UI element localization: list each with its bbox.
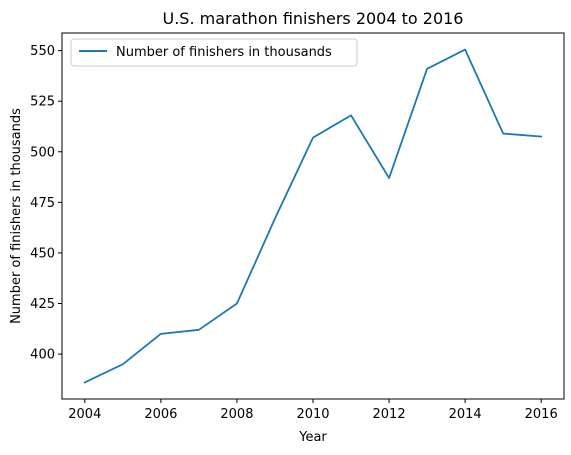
x-tick-label: 2012 bbox=[373, 407, 406, 422]
legend: Number of finishers in thousands bbox=[70, 38, 358, 67]
chart-title: U.S. marathon finishers 2004 to 2016 bbox=[163, 9, 464, 28]
series-layer bbox=[83, 48, 543, 384]
x-tick-label: 2010 bbox=[296, 407, 329, 422]
x-tick-label: 2016 bbox=[525, 407, 558, 422]
y-tick-label: 550 bbox=[30, 44, 55, 59]
x-tick-label: 2014 bbox=[449, 407, 482, 422]
x-tick-label: 2006 bbox=[144, 407, 177, 422]
y-tick-label: 475 bbox=[30, 196, 55, 211]
series-line-0 bbox=[83, 48, 543, 384]
y-tick-label: 400 bbox=[30, 348, 55, 363]
x-axis: 2004 2006 2008 2010 2012 2014 2016 bbox=[68, 399, 558, 422]
legend-entry-label: Number of finishers in thousands bbox=[116, 45, 332, 60]
plot-frame bbox=[61, 32, 565, 400]
y-tick-label: 500 bbox=[30, 145, 55, 160]
legend-box bbox=[70, 38, 358, 67]
y-tick-label: 525 bbox=[30, 95, 55, 110]
y-tick-label: 425 bbox=[30, 297, 55, 312]
y-axis-label: Number of finishers in thousands bbox=[9, 108, 24, 324]
x-tick-label: 2004 bbox=[68, 407, 101, 422]
y-axis: 400 425 450 475 500 525 550 bbox=[30, 44, 62, 363]
x-tick-label: 2008 bbox=[220, 407, 253, 422]
plot-area bbox=[61, 32, 565, 400]
x-axis-label: Year bbox=[298, 430, 327, 445]
y-tick-label: 450 bbox=[30, 246, 55, 261]
